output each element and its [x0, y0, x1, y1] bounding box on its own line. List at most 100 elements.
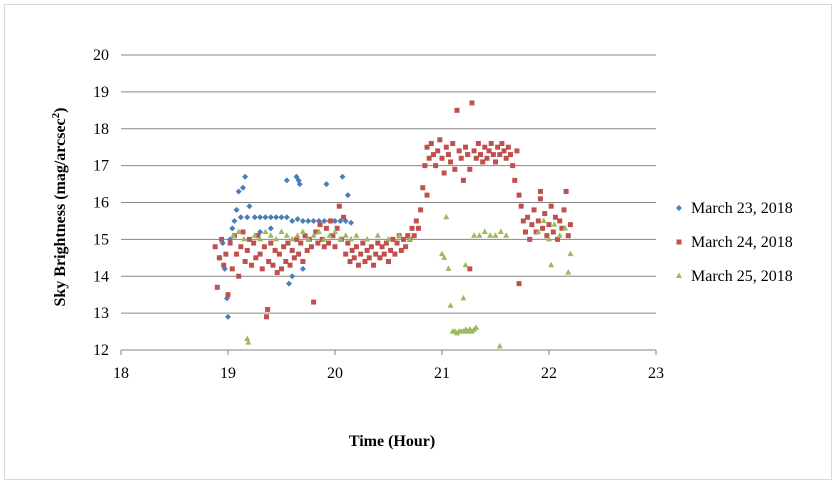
data-point [294, 216, 301, 223]
data-point [300, 259, 306, 264]
data-point [315, 240, 321, 246]
data-point [422, 163, 428, 169]
data-point [291, 255, 297, 261]
data-point [439, 155, 445, 161]
data-point [460, 177, 466, 183]
y-axis-title: Sky Brightness (mag/arcsec2) [50, 108, 69, 307]
data-point [278, 228, 285, 234]
legend-item: March 24, 2018 [676, 234, 793, 251]
gridlines [121, 54, 656, 314]
data-point [493, 159, 498, 165]
legend-label: March 25, 2018 [691, 268, 793, 285]
data-point [424, 192, 430, 198]
data-point [396, 232, 403, 238]
data-point [562, 224, 569, 231]
data-point [456, 148, 462, 154]
data-point [293, 236, 299, 242]
data-point [565, 269, 572, 275]
y-tick-label: 12 [93, 342, 109, 359]
data-point [281, 244, 287, 250]
data-point [398, 247, 404, 253]
data-point [326, 240, 332, 246]
data-point [527, 236, 533, 242]
data-point [368, 244, 374, 250]
data-point [219, 236, 225, 242]
data-point [392, 251, 398, 257]
data-point [561, 207, 567, 213]
data-point [548, 261, 555, 268]
x-axis-title: Time (Hour) [349, 433, 435, 450]
data-point [388, 247, 394, 253]
data-point [341, 214, 347, 220]
data-point [221, 262, 227, 268]
data-point [311, 299, 317, 305]
data-point [240, 229, 246, 235]
data-point [473, 324, 480, 330]
data-point [334, 225, 340, 231]
data-point [238, 244, 244, 250]
data-point [249, 262, 255, 268]
data-point [420, 185, 426, 191]
data-point [467, 266, 473, 272]
data-point [231, 217, 238, 224]
data-point [321, 244, 327, 250]
data-point [458, 155, 464, 161]
data-point [212, 244, 218, 250]
data-point [471, 148, 477, 154]
data-point [339, 173, 346, 180]
legend-marker [676, 239, 682, 245]
data-point [445, 265, 452, 271]
data-point [345, 240, 351, 246]
data-point [548, 203, 554, 209]
x-axis-ticks: 18 19 20 21 22 23 [113, 350, 664, 382]
data-point [510, 163, 516, 169]
data-point [495, 144, 501, 150]
data-point [298, 240, 304, 246]
data-point [403, 244, 409, 250]
data-point [512, 177, 518, 183]
data-point [229, 266, 235, 272]
data-point [233, 206, 240, 213]
data-point [478, 152, 484, 158]
data-point [257, 251, 263, 257]
data-point [503, 232, 510, 238]
data-point [308, 244, 314, 250]
data-point [411, 233, 417, 239]
data-point [482, 144, 488, 150]
data-point [475, 141, 481, 146]
data-point [415, 225, 421, 231]
data-point [332, 217, 338, 224]
data-point [289, 217, 296, 224]
data-point [246, 203, 253, 210]
data-point [364, 235, 371, 242]
data-point [299, 228, 306, 234]
data-point [537, 196, 543, 202]
data-point [273, 235, 280, 242]
data-point [413, 218, 419, 224]
data-point [283, 177, 290, 184]
y-tick-label: 17 [93, 158, 109, 175]
data-point [556, 232, 563, 238]
data-point [497, 228, 504, 234]
data-point [445, 152, 451, 158]
data-point [473, 155, 479, 161]
data-point [251, 240, 257, 246]
data-point [518, 203, 524, 209]
data-point [299, 265, 306, 272]
data-point [497, 152, 503, 158]
data-point [360, 240, 366, 246]
data-point [441, 254, 448, 260]
data-point [347, 259, 353, 264]
data-point [251, 232, 258, 238]
data-point [216, 255, 222, 261]
data-point [567, 250, 574, 257]
data-point [349, 247, 355, 253]
data-point [356, 262, 362, 268]
data-point [540, 225, 546, 231]
data-point [374, 232, 381, 238]
data-point [476, 232, 483, 238]
data-point [266, 259, 272, 264]
data-point [323, 181, 330, 188]
legend-marker [676, 205, 682, 211]
data-point [236, 273, 242, 279]
